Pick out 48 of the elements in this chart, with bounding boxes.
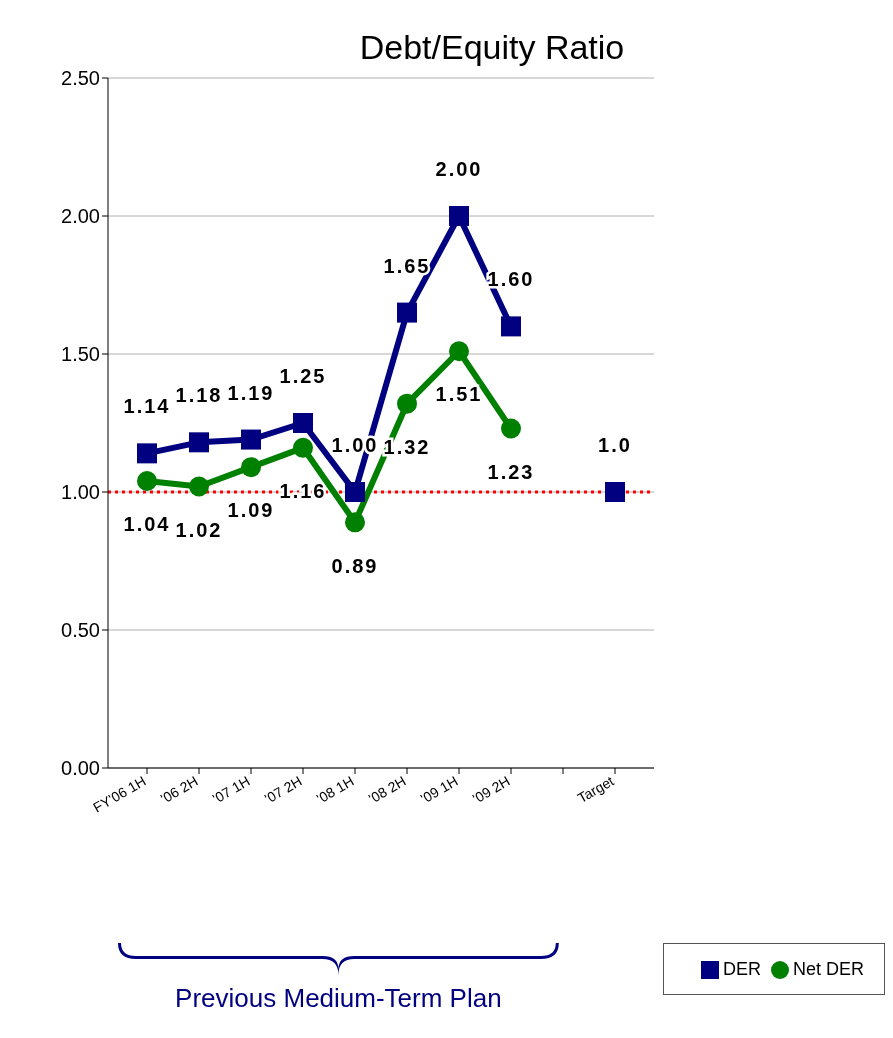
- y-tick-label: 2.50: [61, 67, 100, 90]
- x-tick-label: '09 1H: [417, 772, 461, 807]
- legend-label: DER: [722, 959, 761, 979]
- y-tick-label: 2.00: [61, 205, 100, 228]
- point: [397, 302, 417, 323]
- point: [241, 429, 261, 450]
- data-label: 1.09: [227, 499, 275, 522]
- point: [605, 482, 625, 502]
- data-label: 1.16: [279, 480, 327, 503]
- point: [189, 432, 209, 453]
- point: [137, 470, 157, 491]
- point: [345, 512, 365, 533]
- text: Previous Medium-Term Plan: [174, 983, 503, 1014]
- point: [293, 413, 313, 433]
- y-tick-label: 0.50: [61, 619, 100, 642]
- data-label: 1.18: [175, 384, 223, 407]
- data-label: 1.23: [487, 460, 535, 483]
- data-label: 1.02: [175, 518, 223, 541]
- y-tick-label: 1.00: [61, 481, 100, 504]
- point: [501, 316, 521, 337]
- point: [449, 341, 469, 362]
- data-label: 1.04: [123, 513, 171, 536]
- legend-label: Net DER: [792, 959, 864, 979]
- point: [449, 206, 469, 226]
- y-tick-label: 0.00: [61, 757, 100, 780]
- data-label: 1.0: [598, 434, 632, 456]
- x-tick-label: '06 2H: [157, 772, 201, 807]
- data-label: 2.00: [435, 158, 483, 180]
- data-label: 1.25: [279, 365, 327, 387]
- point: [189, 476, 209, 497]
- point: [137, 443, 157, 464]
- x-tick-label: '08 2H: [365, 772, 409, 807]
- point: [241, 457, 261, 478]
- point: [345, 482, 365, 502]
- x-tick-label: '09 2H: [469, 772, 513, 807]
- y-tick-label: 1.50: [61, 343, 100, 366]
- x-tick-label: '07 2H: [261, 772, 305, 807]
- point: [293, 437, 313, 458]
- x-tick-label: '08 1H: [313, 772, 357, 807]
- point: [501, 418, 521, 439]
- x-tick-label: '07 1H: [209, 772, 253, 807]
- data-label: 1.19: [227, 381, 275, 404]
- point: [397, 393, 417, 414]
- data-label: 1.14: [123, 395, 171, 418]
- data-label: 0.89: [331, 554, 379, 577]
- chart-title: Debt/Equity Ratio: [358, 28, 626, 67]
- data-label: 1.51: [435, 383, 483, 406]
- data-label: 1.65: [383, 254, 431, 277]
